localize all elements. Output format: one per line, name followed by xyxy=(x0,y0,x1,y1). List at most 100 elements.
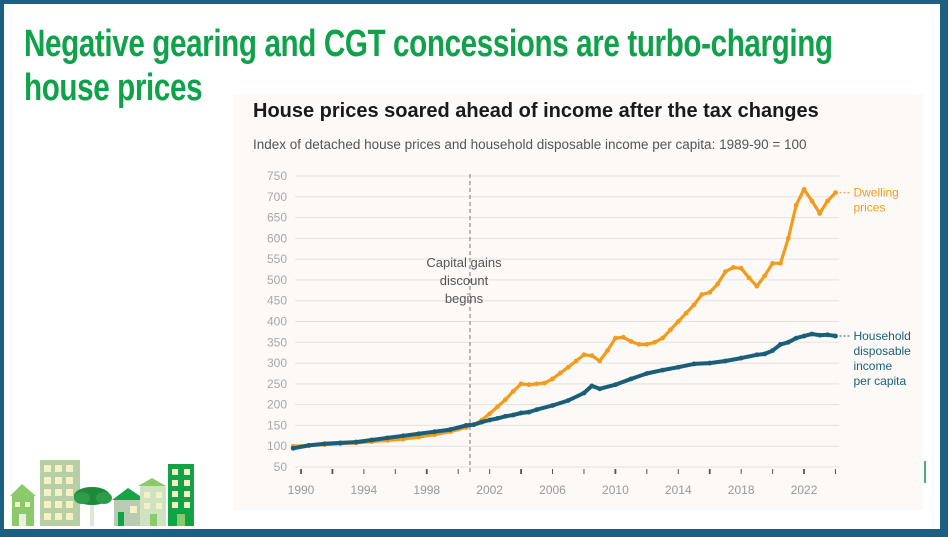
data-point xyxy=(809,198,815,204)
y-tick-label: 750 xyxy=(267,169,287,183)
house-icon xyxy=(10,484,36,526)
data-point xyxy=(306,442,312,448)
data-point xyxy=(589,353,595,358)
data-point xyxy=(581,390,587,396)
data-point xyxy=(518,381,524,387)
data-point xyxy=(290,445,296,451)
annotation-label: Capital gains xyxy=(426,255,502,270)
y-tick-label: 650 xyxy=(267,211,287,225)
data-point xyxy=(793,335,799,341)
apartment-building-icon xyxy=(168,464,194,526)
data-point xyxy=(778,341,783,347)
data-point xyxy=(660,367,665,373)
data-point xyxy=(738,355,744,361)
data-point xyxy=(770,260,775,266)
data-point xyxy=(644,341,650,347)
data-point xyxy=(691,302,697,308)
y-tick-label: 550 xyxy=(267,252,287,266)
data-point xyxy=(809,331,815,337)
series-label: Household xyxy=(853,329,910,343)
data-point xyxy=(573,358,579,364)
house-icon xyxy=(112,488,146,526)
data-point xyxy=(479,419,485,425)
data-point xyxy=(495,404,500,410)
data-point xyxy=(502,397,508,403)
data-point xyxy=(668,327,673,333)
data-point xyxy=(550,403,555,408)
data-point xyxy=(691,361,697,367)
y-tick-label: 400 xyxy=(267,315,287,329)
y-tick-label: 350 xyxy=(267,335,287,349)
data-point xyxy=(526,409,532,415)
data-point xyxy=(778,260,783,266)
data-point xyxy=(723,269,728,275)
data-point xyxy=(762,351,768,357)
line-chart: 50 100 150 200 250 300 350 400 450 500 550 600 650 70… xyxy=(267,169,911,497)
data-point xyxy=(463,423,469,428)
y-tick-label: 250 xyxy=(267,377,287,391)
chart-panel: House prices soared ahead of income afte… xyxy=(233,94,923,510)
data-point xyxy=(416,431,422,437)
data-point xyxy=(432,429,438,435)
x-tick-label: 2018 xyxy=(728,483,755,497)
y-tick-label: 50 xyxy=(274,460,288,474)
data-point xyxy=(770,348,775,353)
data-point xyxy=(636,341,642,347)
data-point xyxy=(833,190,838,196)
data-point xyxy=(675,319,681,324)
data-point xyxy=(589,383,595,389)
y-tick-label: 600 xyxy=(267,231,287,245)
data-point xyxy=(495,415,500,421)
data-point xyxy=(487,417,493,423)
data-point xyxy=(833,333,838,339)
series-label: Dwelling xyxy=(853,186,898,200)
apartment-building-icon xyxy=(138,478,166,526)
data-point xyxy=(613,382,618,388)
data-point xyxy=(683,310,689,316)
data-point xyxy=(628,339,634,344)
data-point xyxy=(715,281,720,287)
data-point xyxy=(785,339,791,345)
data-point xyxy=(400,433,406,439)
data-point xyxy=(801,333,807,339)
data-point xyxy=(565,364,571,370)
series-label: disposable xyxy=(853,344,911,358)
data-point xyxy=(652,339,658,345)
x-tick-label: 1998 xyxy=(413,483,440,497)
data-point xyxy=(353,439,359,445)
y-tick-label: 500 xyxy=(267,273,287,287)
data-point xyxy=(550,376,555,382)
data-point xyxy=(801,186,807,192)
y-tick-label: 100 xyxy=(267,439,287,453)
city-buildings-illustration xyxy=(10,460,194,526)
data-point xyxy=(699,292,705,297)
data-point xyxy=(620,334,626,340)
data-point xyxy=(644,371,650,376)
chart-subtitle: Index of detached house prices and house… xyxy=(253,137,807,152)
data-point xyxy=(825,198,831,204)
y-tick-label: 450 xyxy=(267,294,287,308)
data-point xyxy=(793,202,799,208)
data-point xyxy=(369,437,375,443)
y-tick-label: 200 xyxy=(267,398,287,412)
slide-headline: Negative gearing and CGT concessions are… xyxy=(24,23,833,109)
data-point xyxy=(542,380,548,386)
data-point xyxy=(487,411,493,417)
data-point xyxy=(526,382,532,388)
data-point xyxy=(785,235,791,241)
data-point xyxy=(762,273,768,279)
data-point xyxy=(746,275,752,281)
x-tick-label: 1994 xyxy=(351,483,378,497)
data-point xyxy=(817,211,823,216)
data-point xyxy=(322,441,327,447)
data-point xyxy=(471,422,477,427)
annotation-label: discount xyxy=(440,273,489,288)
series-label: income xyxy=(853,359,892,373)
series-label: prices xyxy=(853,201,885,215)
apartment-building-icon xyxy=(40,460,80,526)
data-point xyxy=(605,348,610,353)
data-point xyxy=(597,358,603,364)
x-tick-label: 2010 xyxy=(602,483,629,497)
data-point xyxy=(581,352,587,358)
x-tick-label: 2006 xyxy=(539,483,566,497)
